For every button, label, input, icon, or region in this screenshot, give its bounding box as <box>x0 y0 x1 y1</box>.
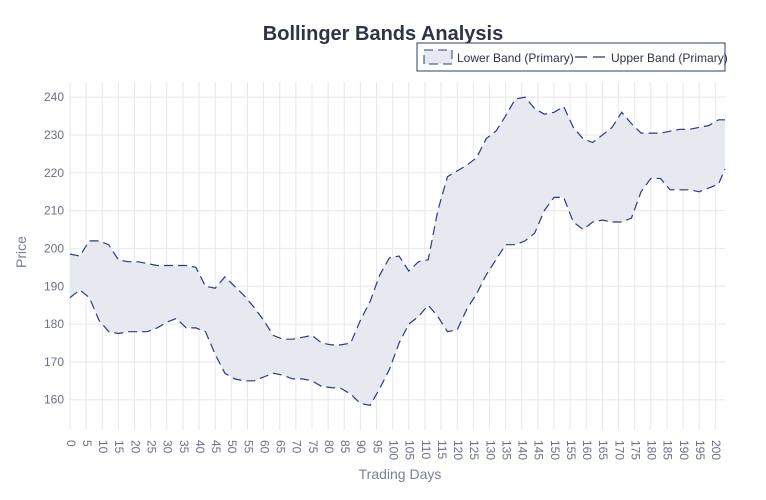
x-tick-label: 65 <box>274 440 288 454</box>
x-tick-label: 90 <box>354 440 368 454</box>
y-tick-label: 200 <box>44 241 64 255</box>
legend-label-lower: Lower Band (Primary) <box>457 51 574 65</box>
y-tick-label: 240 <box>44 90 64 104</box>
x-tick-label: 195 <box>693 440 707 460</box>
x-tick-label: 95 <box>370 440 384 454</box>
x-tick-label: 10 <box>96 440 110 454</box>
legend: Lower Band (Primary) Upper Band (Primary… <box>416 42 728 72</box>
y-tick-label: 180 <box>44 317 64 331</box>
x-tick-label: 110 <box>419 440 433 459</box>
x-tick-label: 25 <box>144 440 158 454</box>
x-tick-label: 135 <box>499 440 513 460</box>
x-tick-label: 140 <box>516 440 530 460</box>
band-fill-area <box>70 97 725 406</box>
x-tick-label: 35 <box>177 440 191 454</box>
x-tick-label: 115 <box>435 440 449 459</box>
x-tick-label: 160 <box>580 440 594 460</box>
x-tick-label: 30 <box>161 440 175 454</box>
x-tick-label: 150 <box>548 440 562 460</box>
y-tick-label: 190 <box>44 279 64 293</box>
x-tick-label: 80 <box>322 440 336 454</box>
x-tick-labels: 0 5 10 15 20 25 30 35 40 45 50 55 60 65 70 75 80 85 90 95 10… <box>64 440 723 460</box>
chart-title: Bollinger Bands Analysis <box>263 23 503 45</box>
x-tick-label: 15 <box>112 440 126 454</box>
y-tick-labels: 160 170 180 190 200 210 220 230 240 <box>44 90 64 407</box>
x-tick-label: 145 <box>532 440 546 460</box>
x-tick-label: 5 <box>80 440 94 447</box>
y-tick-label: 160 <box>44 393 64 407</box>
y-tick-label: 210 <box>44 204 64 218</box>
x-axis-title: Trading Days <box>359 466 442 482</box>
legend-box <box>416 42 726 72</box>
x-tick-label: 105 <box>403 440 417 460</box>
x-tick-label: 180 <box>645 440 659 460</box>
x-tick-label: 130 <box>483 440 497 460</box>
y-tick-label: 170 <box>44 355 64 369</box>
x-tick-label: 45 <box>209 440 223 454</box>
legend-label-upper: Upper Band (Primary) <box>611 51 728 65</box>
x-tick-label: 165 <box>596 440 610 460</box>
x-tick-label: 185 <box>661 440 675 460</box>
x-tick-label: 85 <box>338 440 352 454</box>
x-tick-label: 40 <box>193 440 207 454</box>
y-tick-label: 230 <box>44 128 64 142</box>
legend-swatch-lower <box>423 49 453 65</box>
x-tick-label: 75 <box>306 440 320 454</box>
x-tick-label: 20 <box>128 440 142 454</box>
y-axis-title: Price <box>13 236 29 268</box>
upper-band-line <box>69 96 725 346</box>
x-tick-label: 125 <box>467 440 481 460</box>
x-tick-label: 170 <box>612 440 626 460</box>
x-tick-label: 0 <box>64 440 78 447</box>
x-tick-label: 100 <box>386 440 400 460</box>
x-tick-label: 200 <box>709 440 723 460</box>
x-tick-label: 120 <box>451 440 465 460</box>
x-tick-label: 50 <box>225 440 239 454</box>
x-tick-label: 70 <box>290 440 304 454</box>
y-tick-label: 220 <box>44 166 64 180</box>
x-tick-label: 175 <box>628 440 642 460</box>
x-tick-label: 60 <box>257 440 271 454</box>
x-tick-label: 55 <box>241 440 255 454</box>
x-tick-label: 190 <box>677 440 691 460</box>
lower-band-line <box>69 168 726 407</box>
x-tick-label: 155 <box>564 440 578 460</box>
